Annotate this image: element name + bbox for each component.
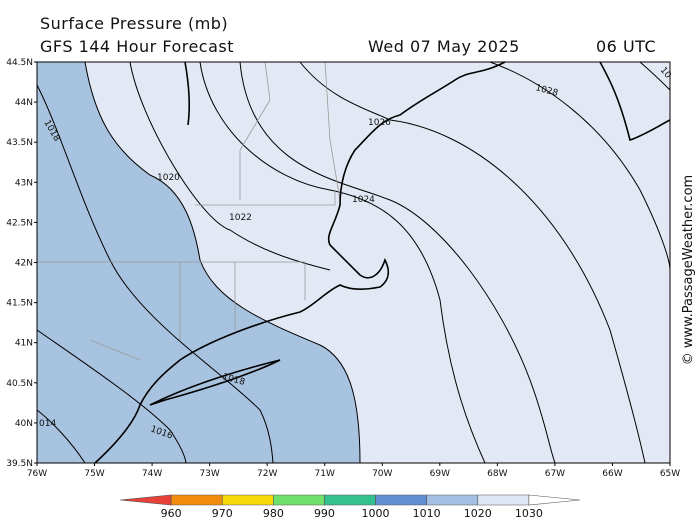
lon-label: 66W [602, 469, 622, 479]
lon-label: 69W [430, 469, 450, 479]
axes: 44.5N 44N 43.5N 43N 42.5N 42N 41.5N 41N 40.5N 40N… [6, 58, 680, 479]
colorbar-label: 960 [161, 507, 182, 520]
lon-label: 72W [257, 469, 277, 479]
isobar-label: 1026 [368, 118, 391, 128]
lat-label: 40.5N [6, 379, 33, 389]
colorbar-segment [221, 494, 274, 506]
watermark: © www.PassageWeather.com [681, 175, 696, 365]
colorbar-label: 970 [212, 507, 233, 520]
coastline [94, 61, 671, 464]
lat-label: 39.5N [6, 459, 33, 469]
colorbar-label: 1020 [464, 507, 492, 520]
colorbar-segment [324, 494, 376, 506]
isobar-label: 014 [39, 419, 56, 429]
lon-label: 65W [660, 469, 680, 479]
colorbar-segment [528, 494, 581, 506]
colorbar-segment [119, 494, 172, 506]
colorbar-segment [170, 494, 223, 506]
colorbar-label: 1000 [362, 507, 390, 520]
forecast-time: 06 UTC [596, 37, 656, 56]
lat-label: 44.5N [6, 58, 33, 68]
colorbar-segment [426, 494, 479, 506]
lon-label: 73W [199, 469, 219, 479]
lat-label: 44N [15, 98, 33, 108]
colorbar-label: 1030 [515, 507, 543, 520]
lat-label: 41.5N [6, 299, 33, 309]
lon-label: 74W [142, 469, 162, 479]
lat-label: 43.5N [6, 138, 33, 148]
lon-label: 67W [545, 469, 565, 479]
map: 1018 1020 1022 1024 1026 1028 10 1018 10… [36, 61, 673, 464]
colorbar-label: 990 [314, 507, 335, 520]
colorbar-segment [477, 494, 530, 506]
lon-label: 68W [487, 469, 507, 479]
lat-label: 41N [15, 339, 33, 349]
lon-label: 71W [315, 469, 335, 479]
isobar-label: 1020 [157, 173, 180, 183]
isobar-label: 1024 [352, 195, 375, 205]
title: Surface Pressure (mb) [40, 14, 228, 33]
lat-label: 42.5N [6, 218, 33, 228]
colorbar-label: 1010 [413, 507, 441, 520]
low-pressure-area [36, 61, 361, 464]
lon-label: 70W [372, 469, 392, 479]
colorbar-label: 980 [263, 507, 284, 520]
lat-label: 42N [15, 259, 33, 269]
lon-label: 75W [84, 469, 104, 479]
lat-label: 43N [15, 178, 33, 188]
colorbar-segment [375, 494, 427, 506]
colorbar-segment [273, 494, 325, 506]
state-borders [37, 61, 341, 361]
subtitle: GFS 144 Hour Forecast [40, 37, 234, 56]
forecast-date: Wed 07 May 2025 [368, 37, 520, 56]
lat-label: 40N [15, 419, 33, 429]
lon-label: 76W [27, 469, 47, 479]
colorbar: 960 970 980 990 1000 1010 1020 1030 [119, 494, 581, 520]
isobar-label: 1022 [229, 213, 252, 223]
